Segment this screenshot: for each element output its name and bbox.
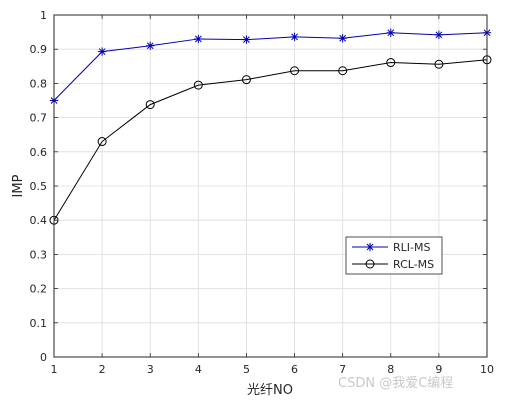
data-point (386, 58, 396, 68)
data-point (146, 41, 155, 50)
x-tick-label: 6 (291, 363, 298, 376)
x-tick-label: 2 (99, 363, 106, 376)
data-point (434, 59, 444, 69)
watermark: CSDN @我爱C编程 (338, 376, 454, 391)
x-tick-label: 1 (51, 363, 58, 376)
data-point (193, 80, 203, 90)
legend-label: RLI-MS (393, 241, 430, 254)
y-tick-label: 0.7 (30, 112, 48, 125)
y-tick-label: 0.1 (30, 317, 48, 330)
x-tick-label: 5 (243, 363, 250, 376)
y-tick-label: 0.2 (30, 283, 48, 296)
data-point (338, 34, 347, 43)
y-tick-label: 0.4 (30, 214, 48, 227)
data-point (290, 32, 299, 42)
data-point (241, 75, 251, 85)
data-point (290, 66, 300, 76)
data-point (194, 34, 203, 44)
y-tick-label: 0.6 (30, 146, 48, 159)
y-tick-label: 0.3 (30, 248, 48, 261)
legend-marker (365, 242, 375, 252)
legend-marker (365, 259, 375, 269)
data-point (242, 35, 251, 44)
data-point (338, 66, 348, 76)
data-point (434, 30, 444, 40)
y-tick-label: 0.5 (30, 180, 48, 193)
data-point (145, 100, 155, 110)
x-tick-label: 4 (195, 363, 202, 376)
legend-label: RCL-MS (393, 258, 434, 271)
x-axis-label: 光纤NO (247, 383, 293, 398)
series-line-1 (53, 59, 488, 221)
x-tick-label: 10 (480, 363, 494, 376)
y-axis-label: IMP (11, 174, 26, 197)
y-tick-label: 0 (40, 351, 47, 364)
data-point (97, 137, 107, 147)
y-tick-label: 1 (40, 9, 47, 22)
x-tick-label: 7 (339, 363, 346, 376)
y-tick-label: 0.9 (30, 43, 48, 56)
data-point (97, 47, 107, 56)
x-tick-label: 9 (435, 363, 442, 376)
legend-box (345, 236, 443, 275)
x-tick-label: 3 (147, 363, 154, 376)
ticks: 1 2 3 4 5 6 7 8 9 10 0 0.1 0.2 0.3 0.4 0.5 0.6 0.7 0.8 0.9 1 (30, 9, 495, 376)
series-line-0 (53, 32, 488, 101)
data-point (386, 28, 395, 37)
legend: RLI-MS RCL-MS (345, 236, 443, 275)
x-tick-label: 8 (387, 363, 394, 376)
y-tick-label: 0.8 (30, 77, 48, 90)
